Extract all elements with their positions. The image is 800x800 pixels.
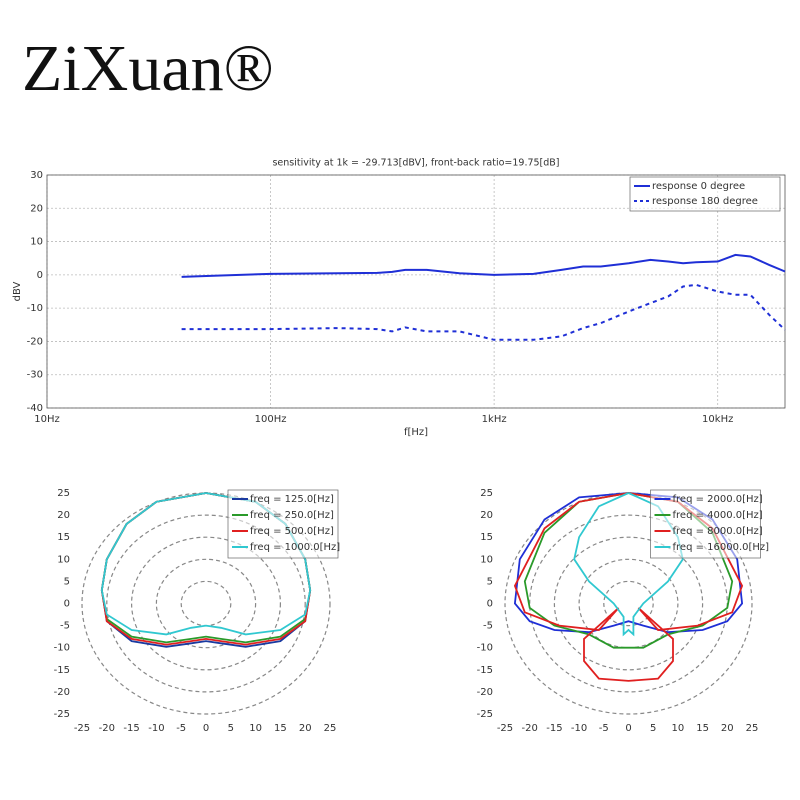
x-tick-label: 10Hz	[34, 414, 60, 425]
x-tick-label: 20	[299, 723, 312, 734]
y-tick-label: -30	[27, 370, 43, 381]
x-tick-label: -15	[546, 723, 562, 734]
x-tick-label: 15	[274, 723, 287, 734]
ring	[578, 558, 679, 649]
ring	[603, 580, 654, 627]
y-tick-label: -25	[54, 709, 70, 720]
x-tick-label: 10	[672, 723, 685, 734]
x-tick-label: 10kHz	[702, 414, 733, 425]
x-tick-label: 20	[721, 723, 734, 734]
x-tick-label: 5	[650, 723, 656, 734]
y-tick-label: 20	[30, 203, 43, 214]
legend-label: response 180 degree	[652, 196, 758, 207]
brand: ZiXuan®	[22, 32, 274, 105]
y-tick-label: -20	[477, 687, 493, 698]
ring	[131, 536, 282, 671]
y-tick-label: 0	[64, 599, 70, 610]
series-line	[513, 492, 744, 634]
legend-label: freq = 8000.0[Hz]	[673, 526, 763, 537]
y-tick-label: -10	[477, 643, 493, 654]
x-tick-label: -20	[522, 723, 538, 734]
x-tick-label: -10	[148, 723, 164, 734]
x-tick-label: 25	[324, 723, 337, 734]
y-tick-label: 30	[30, 170, 43, 181]
y-tick-label: 10	[57, 554, 70, 565]
x-tick-label: 15	[696, 723, 709, 734]
y-tick-label: -20	[54, 687, 70, 698]
series-line	[181, 253, 786, 278]
y-tick-label: -40	[27, 403, 43, 414]
x-tick-label: -25	[497, 723, 513, 734]
y-tick-label: -15	[54, 665, 70, 676]
x-axis-label: f[Hz]	[404, 427, 428, 438]
y-tick-label: -15	[477, 665, 493, 676]
y-tick-label: -10	[54, 643, 70, 654]
y-tick-label: 20	[480, 510, 493, 521]
series-line	[523, 492, 734, 649]
legend-label: freq = 1000.0[Hz]	[250, 542, 340, 553]
y-tick-label: -25	[477, 709, 493, 720]
legend-label: freq = 2000.0[Hz]	[673, 494, 763, 505]
legend-label: freq = 4000.0[Hz]	[673, 510, 763, 521]
ring	[553, 536, 704, 671]
y-tick-label: 5	[487, 576, 493, 587]
y-tick-label: 10	[480, 554, 493, 565]
y-tick-label: 25	[57, 488, 70, 499]
y-tick-label: 0	[487, 599, 493, 610]
x-tick-label: 5	[228, 723, 234, 734]
y-tick-label: 15	[57, 532, 70, 543]
y-tick-label: -10	[27, 303, 43, 314]
ring	[106, 514, 306, 693]
legend-label: freq = 500.0[Hz]	[250, 526, 334, 537]
x-tick-label: 25	[746, 723, 759, 734]
series-line	[181, 283, 786, 341]
y-tick-label: -5	[60, 621, 70, 632]
y-axis-label: dBV	[12, 281, 23, 301]
x-tick-label: 1kHz	[482, 414, 507, 425]
y-tick-label: -20	[27, 336, 43, 347]
y-tick-label: 15	[480, 532, 493, 543]
ring	[155, 558, 257, 649]
legend-label: freq = 125.0[Hz]	[250, 494, 334, 505]
y-tick-label: 0	[37, 270, 43, 281]
x-tick-label: -5	[176, 723, 186, 734]
plot-frame	[46, 174, 786, 409]
x-tick-label: 0	[203, 723, 209, 734]
legend-label: freq = 250.0[Hz]	[250, 510, 334, 521]
x-tick-label: 0	[625, 723, 631, 734]
x-tick-label: -25	[74, 723, 90, 734]
ring	[504, 492, 753, 715]
x-tick-label: 100Hz	[255, 414, 287, 425]
y-tick-label: 5	[64, 576, 70, 587]
legend-label: freq = 16000.0[Hz]	[673, 542, 770, 553]
x-tick-label: -15	[123, 723, 139, 734]
ring	[81, 492, 331, 715]
x-tick-label: 10	[249, 723, 262, 734]
y-tick-label: 20	[57, 510, 70, 521]
y-tick-label: 10	[30, 237, 43, 248]
y-tick-label: -5	[483, 621, 493, 632]
x-tick-label: -20	[99, 723, 115, 734]
legend-box	[629, 176, 781, 212]
chart-title: sensitivity at 1k = -29.713[dBV], front-…	[272, 158, 559, 169]
series-line	[100, 492, 312, 636]
y-tick-label: 25	[480, 488, 493, 499]
x-tick-label: -10	[571, 723, 587, 734]
series-line	[513, 492, 744, 682]
ring	[180, 580, 232, 627]
legend-label: response 0 degree	[652, 181, 745, 192]
x-tick-label: -5	[599, 723, 609, 734]
